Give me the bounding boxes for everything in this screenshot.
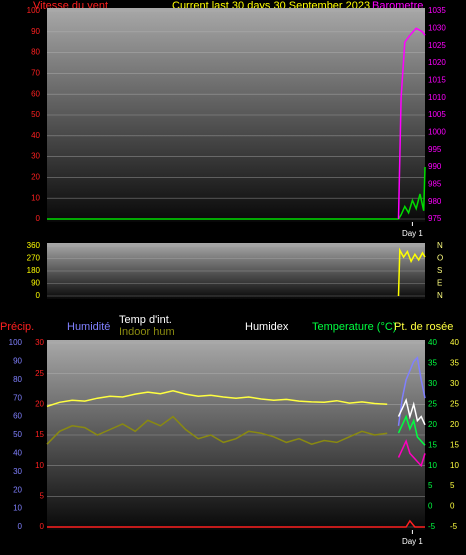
y-tick-label: 35	[450, 359, 459, 368]
y-tick-label: 20	[31, 173, 40, 182]
data-line	[397, 247, 426, 297]
y-tick-label: 0	[18, 522, 23, 531]
y-tick-label: 1000	[428, 127, 446, 136]
y-tick-label: 25	[35, 369, 44, 378]
y-tick-label: 180	[27, 266, 41, 275]
y-tick-label: 20	[13, 485, 22, 494]
legend-entry: Indoor hum	[119, 326, 175, 338]
y-tick-label: 10	[13, 504, 22, 513]
y-tick-label: 1035	[428, 6, 446, 15]
y-tick-label: 90	[13, 357, 22, 366]
data-line	[46, 390, 388, 408]
y-tick-label: 80	[13, 375, 22, 384]
data-line	[397, 397, 426, 426]
y-tick-label: 995	[428, 145, 442, 154]
legend-entry: Humidité	[67, 321, 110, 333]
data-line	[47, 166, 426, 220]
y-tick-label: 980	[428, 197, 442, 206]
y-tick-label: 990	[428, 162, 442, 171]
legend-entry: Précip.	[0, 321, 34, 333]
data-line	[46, 415, 388, 445]
legend-entry: Vitesse du vent	[33, 0, 108, 12]
y-tick-label: 50	[31, 110, 40, 119]
y-tick-label: 15	[428, 440, 437, 449]
y-tick-label: 10	[31, 193, 40, 202]
y-tick-label: 10	[35, 461, 44, 470]
y-tick-label: 25	[450, 399, 459, 408]
y-tick-label: O	[437, 254, 443, 263]
y-tick-label: 50	[13, 430, 22, 439]
y-tick-label: 15	[450, 440, 459, 449]
y-tick-label: 30	[13, 467, 22, 476]
y-tick-label: 10	[428, 461, 437, 470]
y-tick-label: 360	[27, 241, 41, 250]
x-tick-label: Day 1	[402, 537, 423, 546]
data-line	[397, 27, 426, 220]
y-tick-label: 15	[35, 430, 44, 439]
y-tick-label: 100	[9, 338, 23, 347]
y-tick-label: S	[437, 266, 442, 275]
y-tick-label: 975	[428, 214, 442, 223]
y-tick-label: 40	[31, 131, 40, 140]
y-tick-label: E	[437, 279, 442, 288]
y-tick-label: 1005	[428, 110, 446, 119]
y-tick-label: 30	[428, 379, 437, 388]
data-line	[397, 356, 426, 426]
y-tick-label: 90	[31, 27, 40, 36]
y-tick-label: 10	[450, 461, 459, 470]
y-tick-label: 40	[428, 338, 437, 347]
y-tick-label: 35	[428, 359, 437, 368]
y-tick-label: 1020	[428, 58, 446, 67]
y-tick-label: 80	[31, 48, 40, 57]
y-tick-label: 0	[428, 502, 433, 511]
y-tick-label: 100	[27, 6, 41, 15]
y-tick-label: 40	[13, 449, 22, 458]
legend-entry: Temperature (°C)	[312, 321, 396, 333]
y-tick-label: 270	[27, 254, 41, 263]
x-tick-label: Day 1	[402, 229, 423, 238]
data-line	[47, 519, 425, 528]
y-tick-label: 90	[31, 279, 40, 288]
y-tick-label: 0	[40, 522, 45, 531]
y-tick-label: 30	[450, 379, 459, 388]
y-tick-label: 0	[36, 214, 41, 223]
legend-entry: Temp d'int.	[119, 314, 172, 326]
legend-entry: Humidex	[245, 321, 289, 333]
chart-title: Current last 30 days 30 September 2023	[172, 0, 370, 12]
y-tick-label: N	[437, 291, 443, 300]
y-tick-label: 985	[428, 179, 442, 188]
y-tick-label: N	[437, 241, 443, 250]
y-tick-label: 70	[31, 69, 40, 78]
y-tick-label: -5	[428, 522, 436, 531]
y-tick-label: 40	[450, 338, 459, 347]
y-tick-label: 1025	[428, 41, 446, 50]
y-tick-label: -5	[450, 522, 458, 531]
y-tick-label: 5	[450, 481, 455, 490]
y-tick-label: 30	[35, 338, 44, 347]
y-tick-label: 70	[13, 393, 22, 402]
y-tick-label: 20	[428, 420, 437, 429]
y-tick-label: 60	[31, 89, 40, 98]
y-tick-label: 0	[36, 291, 41, 300]
y-tick-label: 1010	[428, 93, 446, 102]
y-tick-label: 20	[35, 399, 44, 408]
y-tick-label: 20	[450, 420, 459, 429]
legend-entry: Barometre	[372, 0, 423, 12]
legend-entry: Pt. de rosée	[394, 321, 453, 333]
y-tick-label: 30	[31, 152, 40, 161]
y-tick-label: 0	[450, 502, 455, 511]
data-line	[397, 439, 426, 468]
y-tick-label: 5	[40, 491, 45, 500]
y-tick-label: 1030	[428, 23, 446, 32]
y-tick-label: 5	[428, 481, 433, 490]
y-tick-label: 25	[428, 399, 437, 408]
y-tick-label: 60	[13, 412, 22, 421]
y-tick-label: 1015	[428, 75, 446, 84]
data-line	[397, 414, 426, 446]
